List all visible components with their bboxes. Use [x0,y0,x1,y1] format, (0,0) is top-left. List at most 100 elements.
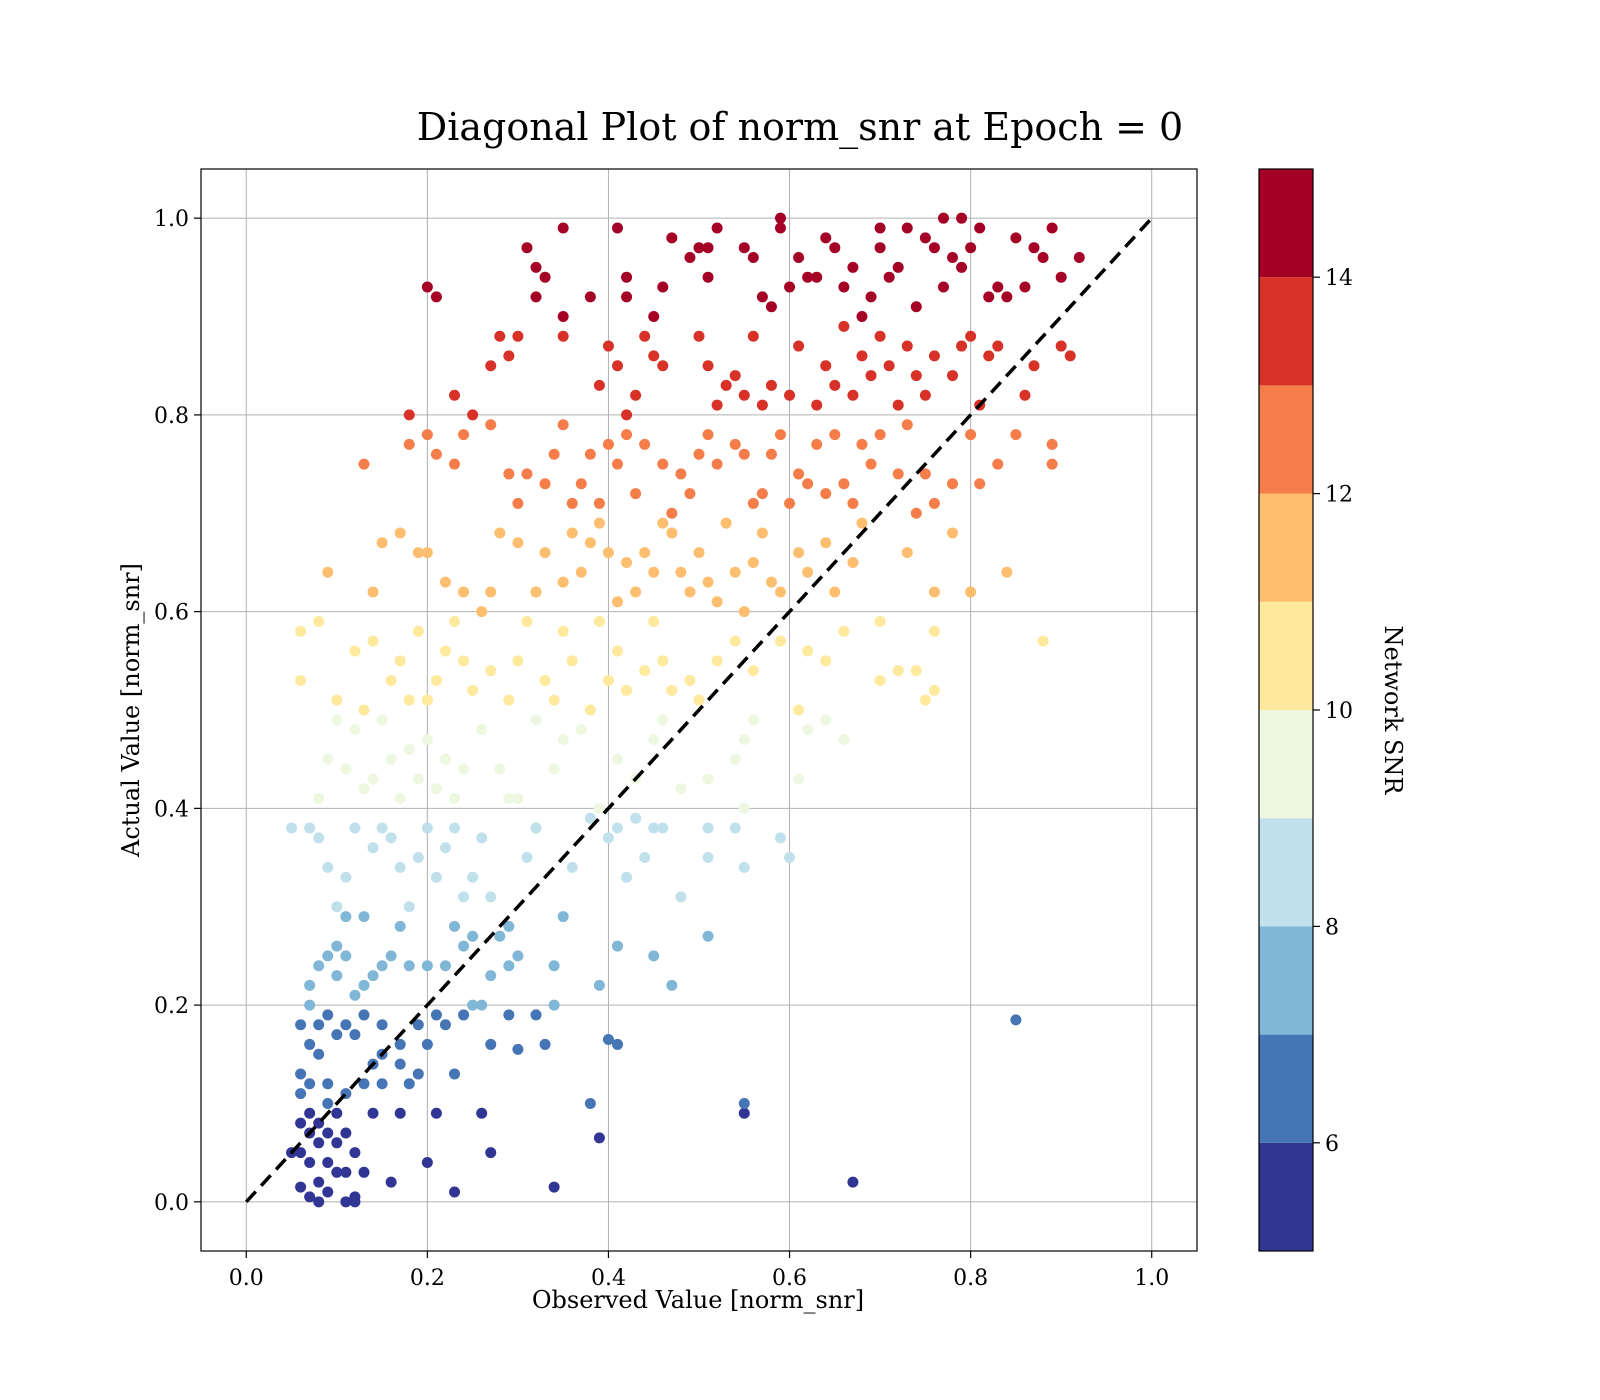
scatter-point-332 [793,468,805,480]
scatter-point-123 [403,901,415,913]
scatter-point-31 [485,1147,497,1159]
scatter-point-460 [937,212,949,224]
scatter-point-345 [928,497,940,509]
scatter-point-162 [403,743,415,755]
plot-area: 0.0 0.2 0.4 0.6 0.8 1.0 0.0 0.2 0.4 0.6 0.8 1.0 [154,168,1198,1291]
scatter-point-190 [820,714,832,726]
scatter-point-256 [530,586,542,598]
scatter-point-222 [621,684,633,696]
scatter-point-264 [612,596,624,608]
scatter-point-28 [430,1107,442,1119]
scatter-point-309 [566,497,578,509]
scatter-point-351 [1046,438,1058,450]
scatter-point-320 [675,468,687,480]
scatter-point-236 [874,615,886,627]
colorbar-segment-7 [1259,385,1313,494]
scatter-point-430 [802,271,814,283]
scatter-point-228 [693,694,705,706]
scatter-point-373 [738,389,750,401]
scatter-point-413 [621,271,633,283]
colorbar-segment-4 [1259,710,1313,819]
scatter-point-443 [919,232,931,244]
scatter-point-296 [403,438,415,450]
scatter-point-343 [901,419,913,431]
scatter-point-346 [947,478,959,490]
scatter-point-167 [449,793,461,805]
scatter-point-253 [485,586,497,598]
scatter-point-428 [784,281,796,293]
scatter-point-427 [774,222,786,234]
scatter-point-213 [521,615,533,627]
scatter-point-315 [621,429,633,441]
scatter-point-250 [439,576,451,588]
scatter-point-4 [295,1181,307,1193]
scatter-point-212 [512,655,524,667]
scatter-point-246 [376,537,388,549]
scatter-point-68 [485,1038,497,1050]
scatter-point-32 [548,1181,560,1193]
scatter-point-314 [612,458,624,470]
scatter-point-447 [956,261,968,273]
scatter-point-365 [639,330,651,342]
scatter-point-196 [331,694,343,706]
scatter-point-91 [358,911,370,923]
scatter-point-327 [747,497,759,509]
scatter-point-266 [630,586,642,598]
scatter-point-456 [1037,252,1049,264]
scatter-point-424 [747,252,759,264]
scatter-point-25 [385,1176,397,1188]
scatter-point-248 [412,547,424,559]
scatter-point-142 [639,852,651,864]
scatter-point-404 [430,291,442,303]
scatter-point-217 [566,655,578,667]
scatter-point-82 [340,950,352,962]
scatter-point-341 [874,429,886,441]
scatter-point-283 [793,547,805,559]
scatter-point-368 [693,330,705,342]
scatter-point-161 [394,793,406,805]
scatter-point-333 [802,478,814,490]
scatter-point-49 [304,1038,316,1050]
scatter-point-160 [385,753,397,765]
scatter-point-361 [602,340,614,352]
scatter-point-445 [937,281,949,293]
scatter-point-152 [313,793,325,805]
scatter-point-5 [313,1176,325,1188]
scatter-point-41 [295,1088,307,1100]
scatter-point-127 [439,842,451,854]
scatter-point-177 [593,802,605,814]
scatter-point-164 [421,734,433,746]
scatter-point-50 [313,1048,325,1060]
scatter-point-157 [358,783,370,795]
scatter-point-367 [657,360,669,372]
y-tick-label-5: 1.0 [154,207,189,232]
scatter-point-252 [476,606,488,618]
scatter-point-13 [349,1147,361,1159]
scatter-point-184 [729,753,741,765]
scatter-point-145 [675,891,687,903]
scatter-point-42 [322,1078,334,1090]
scatter-point-203 [412,625,424,637]
scatter-point-422 [711,222,723,234]
scatter-point-141 [630,812,642,824]
scatter-point-130 [467,871,479,883]
scatter-point-154 [331,714,343,726]
scatter-point-352 [1046,458,1058,470]
scatter-point-143 [648,822,660,834]
scatter-point-211 [503,694,515,706]
scatter-point-378 [793,340,805,352]
y-axis-label: Actual Value [norm_snr] [117,563,145,858]
scatter-point-17 [295,1117,307,1129]
scatter-point-72 [539,1038,551,1050]
scatter-point-295 [358,458,370,470]
scatter-point-131 [476,832,488,844]
scatter-point-12 [331,1137,343,1149]
scatter-point-187 [793,773,805,785]
scatter-point-417 [666,232,678,244]
scatter-point-254 [494,527,506,539]
scatter-point-234 [820,655,832,667]
scatter-point-308 [557,419,569,431]
colorbar-tick-label-4: 14 [1325,266,1353,291]
scatter-point-7 [304,1156,316,1168]
scatter-point-235 [838,625,850,637]
